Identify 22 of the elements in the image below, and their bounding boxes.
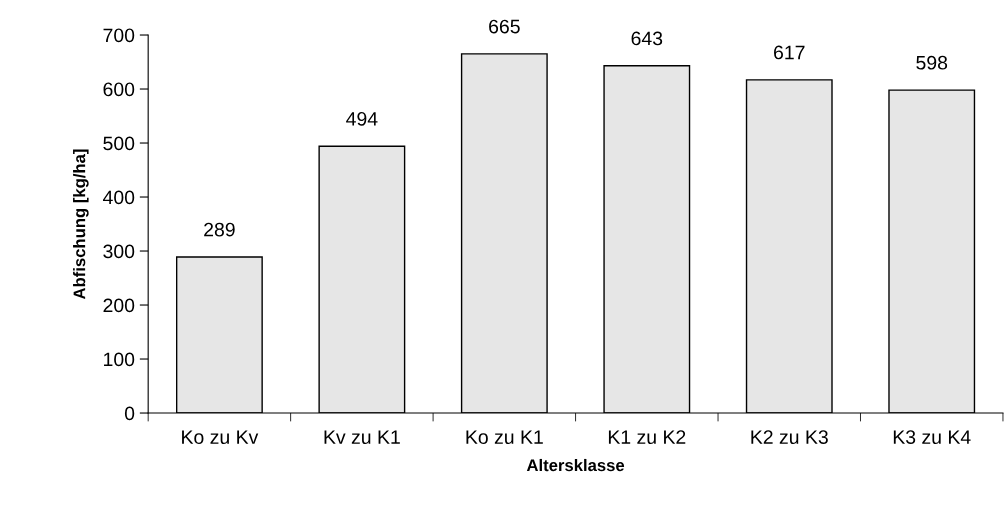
x-tick-label: Ko zu Kv [182,430,259,444]
y-axis-title: Abfischung [kg/ha] [73,149,89,300]
x-tick-label: K3 zu K4 [893,430,971,444]
x-tick-label: Kv zu K1 [324,430,400,444]
y-tick-label: 300 [103,244,135,259]
y-tick-label: 100 [104,352,135,367]
data-label: 643 [631,31,663,46]
x-tick-label: K2 zu K3 [751,430,828,444]
y-tick-label: 700 [103,28,135,43]
y-tick-label: 200 [103,298,135,313]
data-label: 289 [204,222,235,237]
data-label: 494 [346,111,378,126]
y-tick-label: 0 [124,406,135,421]
data-label: 598 [916,55,948,70]
y-tick-label: 600 [103,82,135,97]
data-label: 665 [489,19,520,34]
x-tick-label: K1 zu K2 [608,430,686,444]
y-tick-label: 400 [102,190,135,205]
data-label: 617 [774,45,805,60]
x-axis-title: Altersklasse [526,458,625,472]
x-tick-label: Ko zu K1 [466,430,543,444]
y-tick-label: 500 [103,136,135,151]
